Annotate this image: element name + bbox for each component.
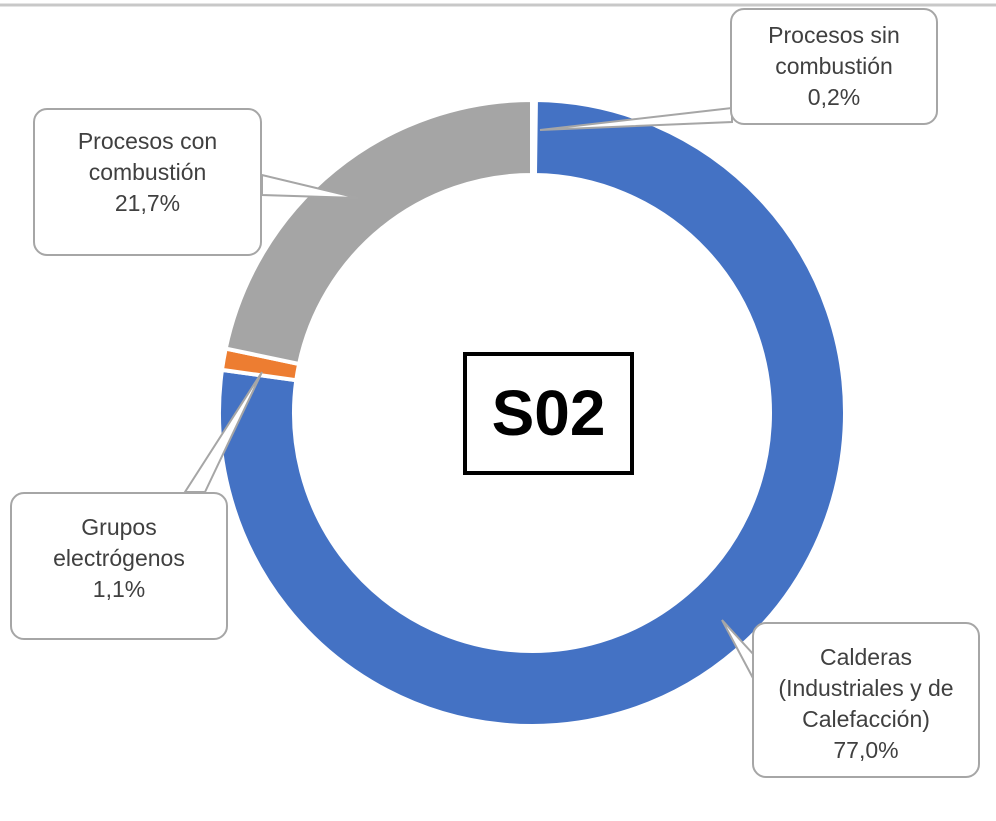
callout: Calderas (Industriales y de Calefacción)…: [752, 622, 980, 778]
value-label: 21,7%: [114, 190, 181, 216]
callout: Procesos con combustión 21,7%: [33, 108, 262, 256]
pointer: [261, 173, 359, 199]
value-label: 1,1%: [92, 576, 146, 602]
value-label: 77,0%: [833, 737, 899, 763]
donut-segment: [223, 97, 534, 367]
callout-pointers: [183, 106, 755, 681]
value-label: 0,2%: [807, 84, 861, 110]
category-label: Grupos electrógenos: [53, 514, 185, 571]
category-label: Procesos con combustión: [77, 128, 218, 185]
category-label: Calderas (Industriales y de Calefacción): [778, 644, 954, 732]
category-label: Procesos sin combustión: [768, 22, 900, 79]
callout: Grupos electrógenos 1,1%: [10, 492, 228, 640]
callout: Procesos sin combustión 0,2%: [730, 8, 938, 125]
center-label: S02: [463, 352, 634, 475]
